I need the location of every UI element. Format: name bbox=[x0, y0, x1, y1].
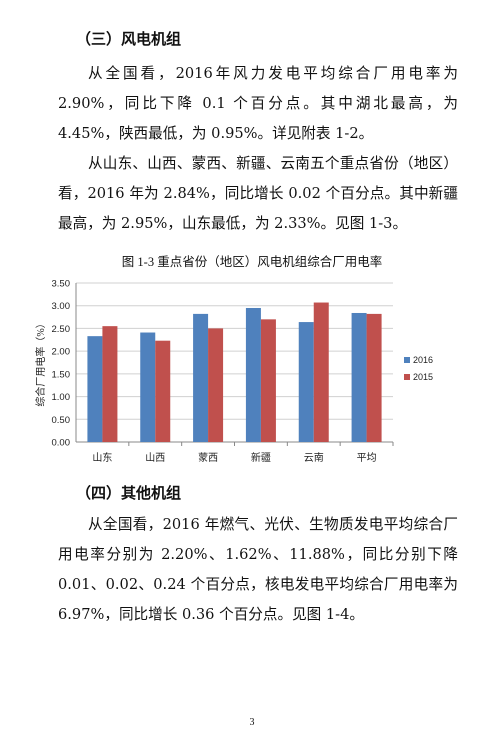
y-tick-label: 0.00 bbox=[52, 438, 71, 449]
x-tick-label: 山西 bbox=[145, 452, 165, 464]
x-tick-label: 山东 bbox=[92, 451, 112, 464]
y-tick-label: 3.50 bbox=[52, 279, 71, 290]
bar-2016-1 bbox=[87, 336, 103, 442]
legend-label-2015: 2015 bbox=[413, 372, 433, 382]
paragraph-wind-national: 从全国看，2016年风力发电平均综合厂用电率为2.90%，同比下降 0.1 个百… bbox=[58, 65, 458, 142]
legend-swatch-2016 bbox=[404, 357, 410, 363]
y-axis-label: 综合厂用电率（%） bbox=[34, 318, 47, 406]
chart-title: 图 1-3 重点省份（地区）风电机组综合厂用电率 bbox=[122, 254, 382, 269]
bar-2016-2 bbox=[140, 332, 156, 442]
y-tick-label: 3.00 bbox=[52, 301, 71, 312]
bar-2016-3 bbox=[193, 313, 209, 442]
x-tick-label: 平均 bbox=[357, 452, 377, 464]
y-tick-label: 1.00 bbox=[52, 392, 71, 403]
page-number: 3 bbox=[249, 717, 255, 728]
x-tick-label: 蒙西 bbox=[198, 451, 218, 464]
legend-swatch-2015 bbox=[404, 374, 410, 380]
bar-2015-1 bbox=[102, 326, 118, 442]
paragraph-other-units: 从全国看，2016 年燃气、光伏、生物质发电平均综合厂用电率分别为 2.20%、… bbox=[58, 516, 458, 623]
y-tick-label: 2.50 bbox=[52, 324, 71, 335]
x-tick-label: 云南 bbox=[304, 451, 324, 464]
bar-2016-4 bbox=[245, 307, 261, 442]
bar-2015-4 bbox=[260, 319, 276, 442]
y-tick-label: 1.50 bbox=[52, 369, 71, 380]
legend-label-2016: 2016 bbox=[413, 355, 433, 365]
bar-2016-5 bbox=[298, 322, 314, 442]
paragraph-wind-regions: 从山东、山西、蒙西、新疆、云南五个重点省份（地区）看，2016 年为 2.84%… bbox=[58, 155, 458, 232]
bar-2015-3 bbox=[208, 328, 224, 442]
section-heading-other: （四）其他机组 bbox=[76, 484, 182, 502]
y-tick-label: 0.50 bbox=[52, 415, 71, 426]
section-heading-wind: （三）风电机组 bbox=[76, 30, 182, 48]
bar-2015-2 bbox=[155, 340, 171, 442]
y-tick-label: 2.00 bbox=[52, 347, 71, 358]
x-tick-label: 新疆 bbox=[251, 451, 271, 464]
bar-2016-6 bbox=[351, 312, 367, 442]
bar-2015-5 bbox=[313, 302, 329, 442]
bar-2015-6 bbox=[366, 313, 382, 442]
